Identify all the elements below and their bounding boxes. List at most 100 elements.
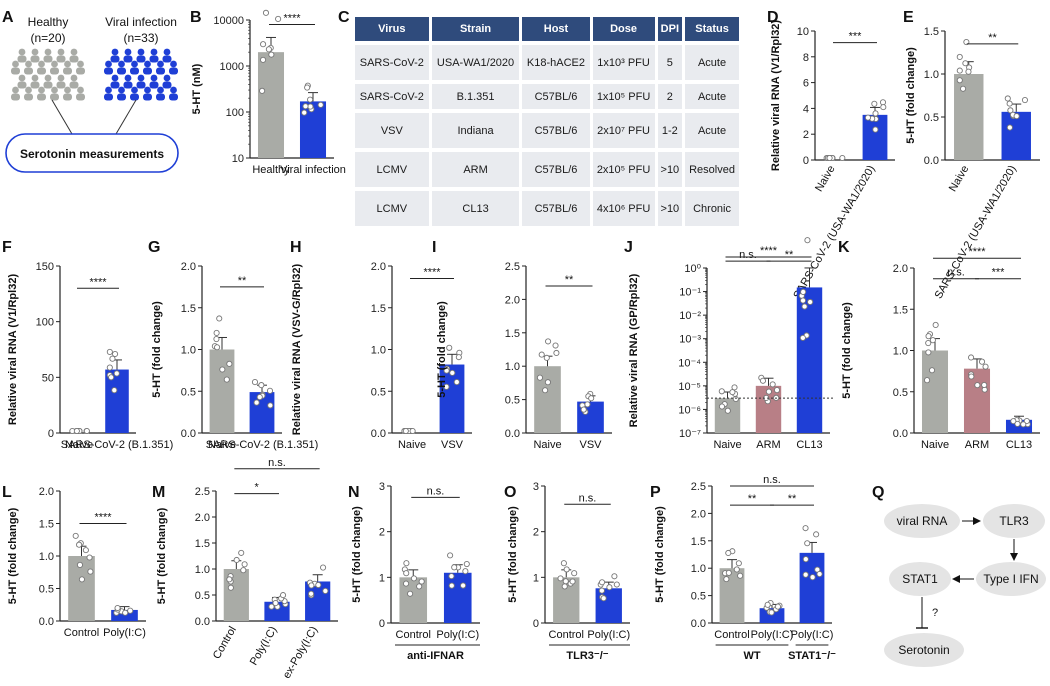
healthy-title: Healthy — [28, 15, 69, 29]
person-head — [150, 48, 158, 56]
x-tick-label: Naive — [208, 439, 236, 451]
healthy-crowd-icon — [11, 48, 85, 101]
person-head — [51, 60, 58, 68]
data-point — [733, 566, 740, 573]
data-point — [956, 53, 963, 61]
y-tick-label: 1.5 — [39, 519, 54, 531]
table-cell: LCMV — [355, 191, 429, 226]
panel-label-O: O — [504, 484, 516, 501]
serotonin-box-label: Serotonin measurements — [20, 147, 164, 161]
data-point — [542, 387, 549, 394]
data-point — [223, 376, 230, 383]
panel-label-N: N — [348, 484, 360, 501]
y-tick-label: 10⁰ — [684, 263, 701, 275]
y-tick-label: 100 — [226, 107, 244, 119]
data-point — [106, 364, 113, 371]
person-body — [104, 93, 113, 101]
panel-label-B: B — [190, 9, 202, 26]
person-body — [162, 55, 172, 63]
data-point — [240, 567, 247, 574]
data-point — [233, 556, 240, 564]
data-point — [925, 339, 932, 347]
person-head — [70, 74, 78, 82]
person-head — [170, 60, 177, 68]
data-point — [447, 552, 454, 559]
x-tick-label: VSV — [579, 439, 602, 451]
data-point — [978, 358, 986, 365]
panel-label-M: M — [152, 484, 165, 501]
person-head — [124, 48, 132, 56]
data-point — [301, 109, 308, 116]
data-point — [561, 583, 568, 590]
data-point — [544, 379, 551, 386]
data-point — [409, 427, 416, 435]
data-point — [78, 576, 85, 583]
header-dose: Dose — [592, 17, 655, 41]
person-head — [64, 60, 71, 68]
data-point — [214, 344, 221, 351]
person-head — [105, 86, 112, 94]
data-point — [463, 560, 470, 568]
y-axis-label: Relative viral RNA (V1/Rpl32) — [7, 274, 19, 426]
person-head — [118, 60, 125, 68]
x-tick-label: Naive — [533, 439, 561, 451]
chart-g: 0.0 0.5 1.0 1.5 2.0 5-HT (fold change) NaiveSA… — [151, 261, 318, 451]
header-host: Host — [522, 17, 590, 41]
data-point — [600, 595, 607, 602]
chart-j: 10⁻⁷ 10⁻⁶ 10⁻⁵ 10⁻⁴ 10⁻³ 10⁻² 10⁻¹ 10⁰ Relative … — [628, 237, 834, 451]
y-tick-label: 10000 — [213, 15, 244, 27]
data-point — [253, 399, 260, 406]
data-point — [725, 569, 732, 576]
person-body — [136, 55, 146, 63]
person-head — [44, 48, 52, 56]
group-label: STAT1⁻/⁻ — [788, 650, 836, 662]
significance-label: **** — [968, 246, 986, 258]
data-point — [256, 394, 263, 401]
panel-label-Q: Q — [872, 484, 884, 501]
data-point — [241, 561, 248, 568]
x-tick-label: ex-Poly(I:C) — [281, 625, 320, 681]
table-cell: USA-WA1/2020 — [431, 45, 520, 80]
y-tick-label: 4 — [803, 103, 809, 115]
y-tick-label: 1.5 — [181, 303, 196, 315]
table-row: LCMV CL13 C57BL/6 4x10⁶ PFU >10 Chronic — [355, 191, 739, 226]
y-tick-label: 0.0 — [691, 618, 706, 630]
data-point — [765, 388, 772, 395]
person-body — [56, 81, 66, 89]
person-head — [111, 74, 119, 82]
data-point — [1006, 100, 1013, 107]
healthy-n: (n=20) — [30, 31, 65, 45]
y-tick-label: 1.0 — [893, 346, 908, 358]
y-tick-label: 0 — [803, 155, 809, 167]
x-tick-label: Poly(I:C) — [791, 629, 834, 641]
y-axis-label: Relative viral RNA (GP/Rpl32) — [628, 273, 640, 427]
data-point — [448, 573, 455, 580]
table-cell: 2x10⁷ PFU — [592, 113, 655, 148]
y-axis-label: Relative viral RNA (V1/Rpl32) — [770, 20, 782, 172]
data-point — [83, 427, 90, 435]
data-point — [1021, 97, 1029, 104]
data-point — [1010, 418, 1017, 425]
x-tick-label: Naive — [65, 439, 93, 451]
person-head — [131, 60, 138, 68]
table-row: LCMV ARM C57BL/6 2x10⁵ PFU >10 Resolved — [355, 152, 739, 187]
person-head — [131, 86, 138, 94]
person-head — [18, 48, 26, 56]
y-tick-label: 1.5 — [371, 303, 386, 315]
bar — [862, 114, 888, 160]
person-head — [150, 74, 158, 82]
data-point — [801, 303, 808, 310]
person-body — [143, 67, 152, 75]
x-tick-label: ARM — [965, 439, 989, 451]
data-point — [928, 367, 936, 374]
table-cell: 4x10⁶ PFU — [592, 191, 655, 226]
person-body — [169, 67, 178, 75]
data-point — [108, 374, 115, 381]
y-tick-label: 2 — [379, 527, 385, 539]
person-head — [25, 86, 32, 94]
y-tick-label: 10⁻³ — [679, 334, 701, 346]
data-point — [809, 574, 816, 581]
chart-l: 0.0 0.5 1.0 1.5 2.0 5-HT (fold change) Control… — [7, 486, 146, 639]
data-point — [553, 349, 560, 357]
